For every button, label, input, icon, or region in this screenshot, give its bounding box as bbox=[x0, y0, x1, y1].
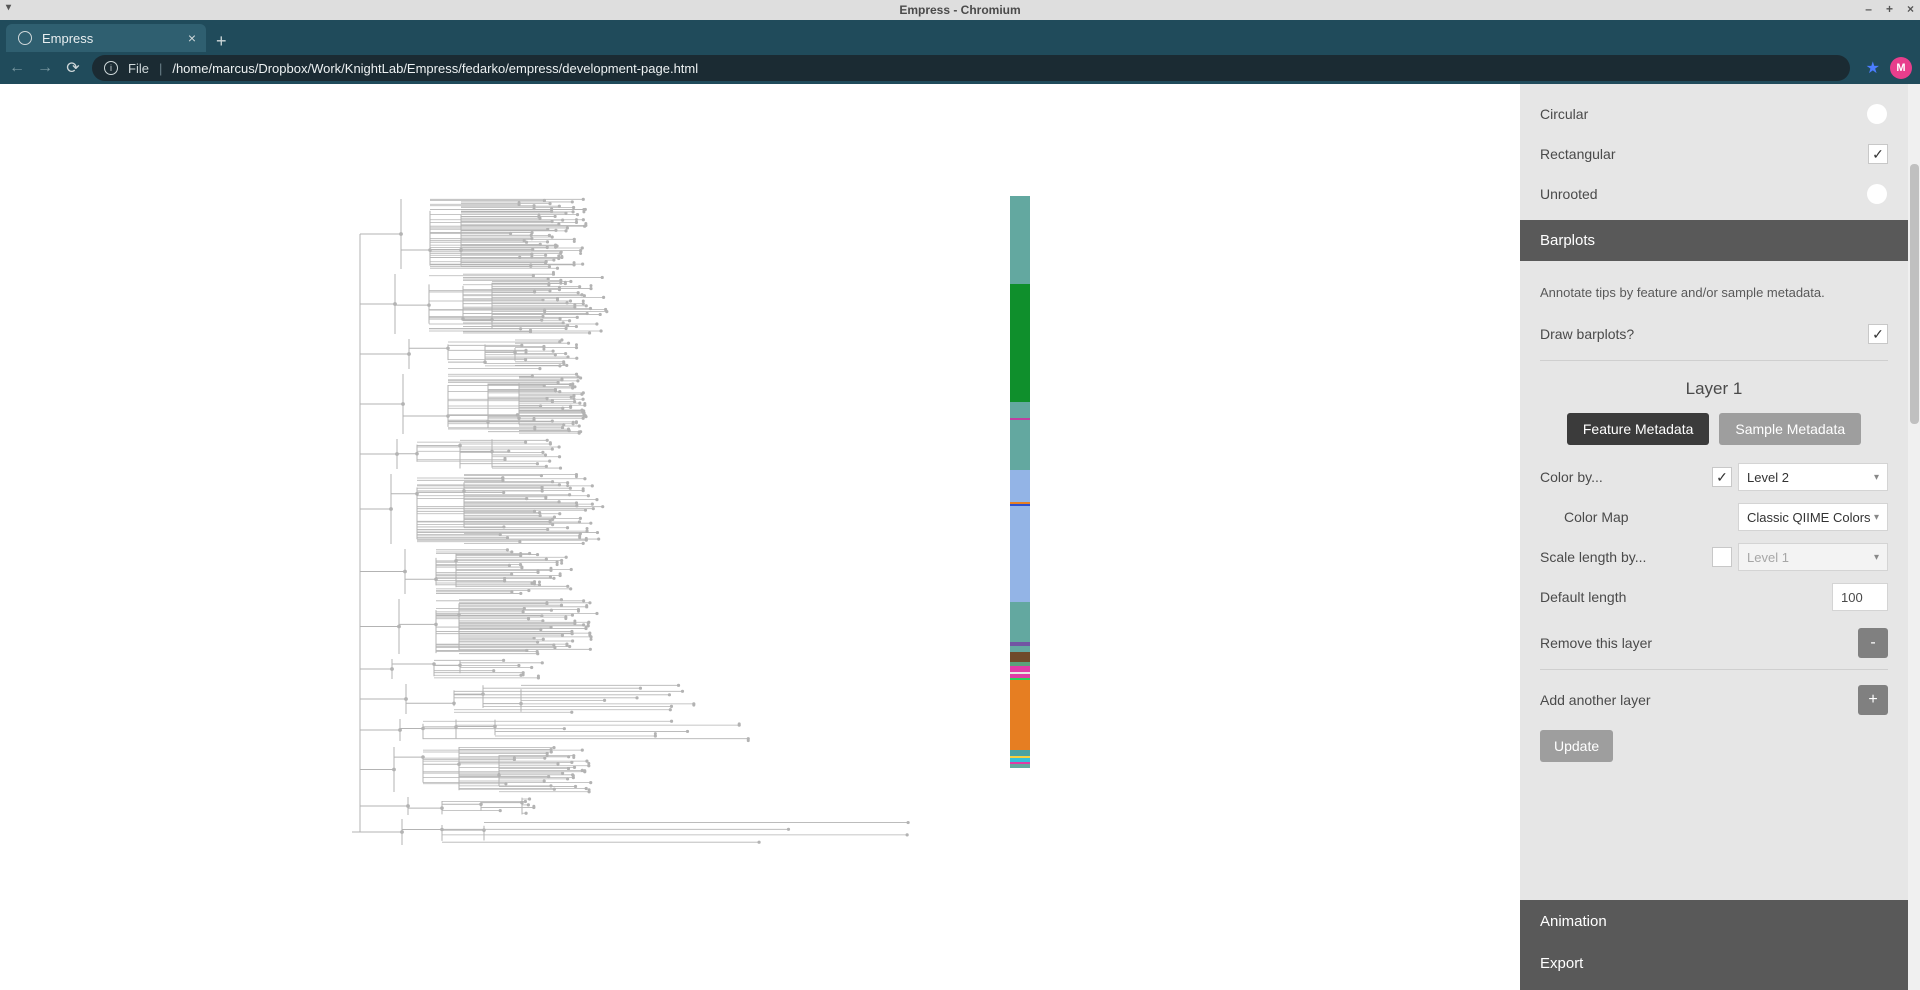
animation-header[interactable]: Animation bbox=[1520, 900, 1908, 942]
tab-close-icon[interactable]: × bbox=[188, 30, 196, 46]
draw-barplots-label: Draw barplots? bbox=[1540, 326, 1634, 342]
default-length-row: Default length 100 bbox=[1540, 577, 1888, 617]
draw-barplots-checkbox[interactable]: ✓ bbox=[1868, 324, 1888, 344]
window-close-icon[interactable]: × bbox=[1907, 2, 1914, 16]
layer-title: Layer 1 bbox=[1540, 371, 1888, 413]
chevron-down-icon: ▾ bbox=[1874, 472, 1879, 483]
feature-metadata-button[interactable]: Feature Metadata bbox=[1567, 413, 1710, 445]
draw-barplots-row: Draw barplots? ✓ bbox=[1540, 314, 1888, 354]
browser-tab[interactable]: Empress × bbox=[6, 24, 206, 52]
back-button[interactable]: ← bbox=[8, 59, 26, 77]
bookmark-star-icon[interactable]: ★ bbox=[1866, 58, 1880, 78]
sample-metadata-button[interactable]: Sample Metadata bbox=[1719, 413, 1861, 445]
reload-button[interactable]: ⟳ bbox=[64, 58, 82, 78]
scale-length-select[interactable]: Level 1 ▾ bbox=[1738, 543, 1888, 571]
update-button[interactable]: Update bbox=[1540, 730, 1613, 762]
radio-icon[interactable] bbox=[1866, 103, 1888, 125]
color-by-select[interactable]: Level 2 ▾ bbox=[1738, 463, 1888, 491]
barplot-segment bbox=[1010, 196, 1030, 284]
divider bbox=[1540, 360, 1888, 361]
barplot-segment bbox=[1010, 284, 1030, 402]
color-map-label: Color Map bbox=[1564, 509, 1629, 525]
url-path: /home/marcus/Dropbox/Work/KnightLab/Empr… bbox=[172, 61, 698, 76]
barplot-segment bbox=[1010, 764, 1030, 768]
scale-length-label: Scale length by... bbox=[1540, 549, 1646, 565]
layout-label: Rectangular bbox=[1540, 146, 1616, 162]
layout-label: Unrooted bbox=[1540, 186, 1598, 202]
tree-canvas[interactable] bbox=[0, 84, 1127, 990]
export-header[interactable]: Export bbox=[1520, 942, 1908, 990]
chevron-down-icon: ▾ bbox=[1874, 552, 1879, 563]
remove-layer-label: Remove this layer bbox=[1540, 635, 1652, 651]
radio-icon[interactable] bbox=[1866, 183, 1888, 205]
divider bbox=[1540, 669, 1888, 670]
new-tab-button[interactable]: + bbox=[206, 31, 237, 52]
select-value: Classic QIIME Colors bbox=[1747, 510, 1871, 525]
url-bar[interactable]: i File | /home/marcus/Dropbox/Work/Knigh… bbox=[92, 55, 1850, 81]
check-icon[interactable]: ✓ bbox=[1868, 144, 1888, 164]
scale-length-checkbox[interactable]: ✓ bbox=[1712, 547, 1732, 567]
remove-layer-button[interactable]: - bbox=[1858, 628, 1888, 658]
barplot-segment bbox=[1010, 420, 1030, 470]
layout-option-rectangular[interactable]: Rectangular ✓ bbox=[1540, 134, 1888, 174]
metadata-type-buttons: Feature Metadata Sample Metadata bbox=[1540, 413, 1888, 457]
page-viewport: Circular Rectangular ✓ Unrooted Barplots… bbox=[0, 84, 1920, 990]
url-separator: | bbox=[159, 61, 162, 76]
side-panel-wrap: Circular Rectangular ✓ Unrooted Barplots… bbox=[1520, 84, 1920, 990]
color-by-checkbox[interactable]: ✓ bbox=[1712, 467, 1732, 487]
scrollbar[interactable] bbox=[1908, 84, 1920, 990]
scale-length-row: Scale length by... ✓ Level 1 ▾ bbox=[1540, 537, 1888, 577]
default-length-input[interactable]: 100 bbox=[1832, 583, 1888, 611]
remove-layer-row: Remove this layer - bbox=[1540, 623, 1888, 663]
barplot-segment bbox=[1010, 602, 1030, 642]
barplot-segment bbox=[1010, 506, 1030, 602]
barplots-header[interactable]: Barplots bbox=[1520, 220, 1908, 261]
color-map-select[interactable]: Classic QIIME Colors ▾ bbox=[1738, 503, 1888, 531]
barplots-hint: Annotate tips by feature and/or sample m… bbox=[1540, 271, 1888, 314]
barplot-strip bbox=[1010, 196, 1030, 768]
layout-option-circular[interactable]: Circular bbox=[1540, 94, 1888, 134]
bottom-headers: Animation Export bbox=[1520, 900, 1908, 990]
color-map-row: Color Map Classic QIIME Colors ▾ bbox=[1540, 497, 1888, 537]
color-by-label: Color by... bbox=[1540, 469, 1603, 485]
window-minimize-icon[interactable]: – bbox=[1865, 2, 1872, 16]
layout-label: Circular bbox=[1540, 106, 1588, 122]
default-length-label: Default length bbox=[1540, 589, 1626, 605]
add-layer-row: Add another layer + bbox=[1540, 680, 1888, 720]
profile-avatar[interactable]: M bbox=[1890, 57, 1912, 79]
select-value: Level 1 bbox=[1747, 550, 1789, 565]
layout-section: Circular Rectangular ✓ Unrooted bbox=[1520, 84, 1908, 220]
barplot-segment bbox=[1010, 652, 1030, 662]
tab-title: Empress bbox=[42, 31, 93, 46]
scrollbar-thumb[interactable] bbox=[1910, 164, 1919, 424]
add-layer-button[interactable]: + bbox=[1858, 685, 1888, 715]
barplot-segment bbox=[1010, 680, 1030, 750]
globe-icon bbox=[18, 31, 32, 45]
color-by-row: Color by... ✓ Level 2 ▾ bbox=[1540, 457, 1888, 497]
add-layer-label: Add another layer bbox=[1540, 692, 1651, 708]
chevron-down-icon: ▾ bbox=[1874, 512, 1879, 523]
barplots-section: Annotate tips by feature and/or sample m… bbox=[1520, 261, 1908, 768]
barplot-segment bbox=[1010, 402, 1030, 418]
browser-chrome: Empress × + ← → ⟳ i File | /home/marcus/… bbox=[0, 20, 1920, 84]
os-titlebar: ▾ Empress - Chromium – + × bbox=[0, 0, 1920, 20]
nav-bar: ← → ⟳ i File | /home/marcus/Dropbox/Work… bbox=[0, 52, 1920, 84]
window-maximize-icon[interactable]: + bbox=[1886, 2, 1893, 16]
side-panel: Circular Rectangular ✓ Unrooted Barplots… bbox=[1520, 84, 1908, 990]
layout-option-unrooted[interactable]: Unrooted bbox=[1540, 174, 1888, 214]
window-title: Empress - Chromium bbox=[899, 3, 1020, 17]
tab-strip: Empress × + bbox=[0, 20, 1920, 52]
url-scheme: File bbox=[128, 61, 149, 76]
info-icon[interactable]: i bbox=[104, 61, 118, 75]
os-menu-indicator[interactable]: ▾ bbox=[6, 2, 11, 13]
phylogenetic-tree[interactable] bbox=[350, 194, 1050, 874]
barplot-segment bbox=[1010, 470, 1030, 502]
select-value: Level 2 bbox=[1747, 470, 1789, 485]
forward-button[interactable]: → bbox=[36, 59, 54, 77]
input-value: 100 bbox=[1841, 590, 1863, 605]
